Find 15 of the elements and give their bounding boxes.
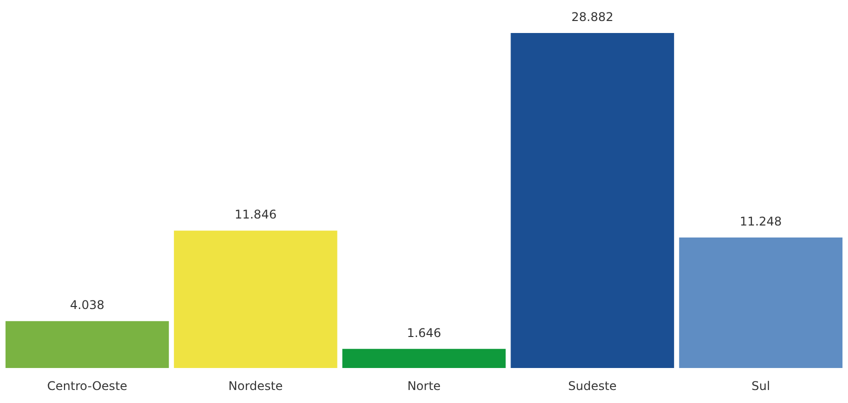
bar — [174, 230, 338, 368]
data-label: 1.646 — [406, 326, 442, 340]
bar — [510, 33, 674, 368]
data-label: 28.882 — [571, 10, 614, 24]
data-label: 4.038 — [70, 298, 104, 312]
x-tick-label: Sul — [752, 379, 770, 393]
bar — [342, 348, 506, 368]
x-tick-label: Sudeste — [568, 379, 617, 393]
x-tick-label: Nordeste — [228, 379, 283, 393]
data-label: 11.846 — [234, 208, 277, 222]
bar — [679, 238, 842, 368]
data-label: 11.248 — [740, 214, 782, 229]
x-tick-label: Norte — [407, 379, 441, 393]
bar — [6, 321, 169, 368]
x-tick-label: Centro-Oeste — [47, 379, 128, 393]
